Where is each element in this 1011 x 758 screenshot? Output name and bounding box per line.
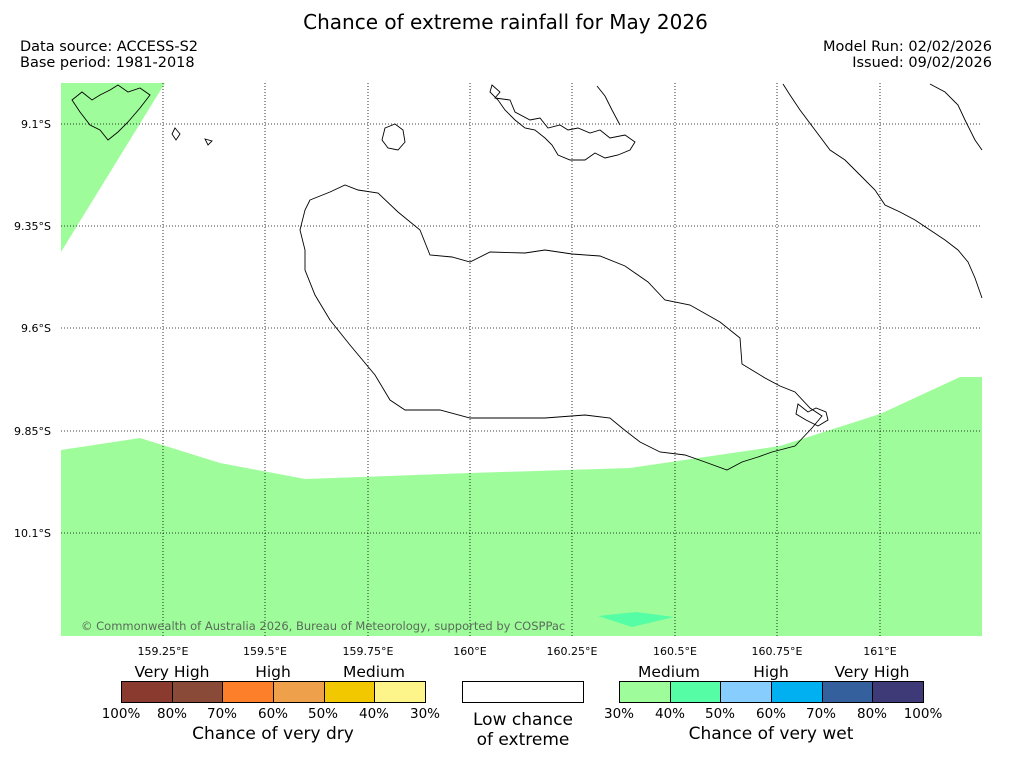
wet-tick: 60% bbox=[755, 706, 787, 722]
lat-label: 10.1°S bbox=[14, 527, 51, 540]
russell-islands-outline bbox=[71, 84, 151, 141]
wet-tick: 80% bbox=[856, 706, 888, 722]
wet-tick: 70% bbox=[805, 706, 837, 722]
copyright-text: © Commonwealth of Australia 2026, Bureau… bbox=[81, 619, 565, 633]
header-right: Model Run: 02/02/2026 Issued: 09/02/2026 bbox=[823, 39, 992, 71]
dry-swatch bbox=[223, 682, 275, 702]
lat-label: 9.6°S bbox=[21, 322, 51, 335]
map-panel: 9.1°S 9.35°S 9.6°S 9.85°S 10.1°S 159.25°… bbox=[14, 83, 983, 658]
dry-tick: 30% bbox=[409, 706, 441, 722]
savo-island-outline bbox=[381, 123, 406, 151]
wet-tick: 40% bbox=[654, 706, 686, 722]
dry-legend-label: Chance of very dry bbox=[192, 724, 354, 744]
header-left: Data source: ACCESS-S2 Base period: 1981… bbox=[20, 39, 198, 71]
base-period-text: Base period: 1981-2018 bbox=[20, 55, 195, 71]
dry-tick: 80% bbox=[156, 706, 188, 722]
wet-swatch bbox=[670, 682, 722, 702]
wet-tick: 100% bbox=[903, 706, 943, 722]
wet-tick: 50% bbox=[704, 706, 736, 722]
wet-tick: 30% bbox=[603, 706, 635, 722]
dry-swatch bbox=[274, 682, 325, 702]
map-title: Chance of extreme rainfall for May 2026 bbox=[303, 10, 708, 34]
longitude-labels: 159.25°E 159.5°E 159.75°E 160°E 160.25°E… bbox=[138, 645, 897, 658]
dry-swatch bbox=[324, 682, 376, 702]
data-source-text: Data source: ACCESS-S2 bbox=[20, 39, 199, 55]
dry-tick: 100% bbox=[101, 706, 141, 722]
wet-category-medium: Medium bbox=[638, 663, 700, 681]
nggela-islands-outline bbox=[489, 84, 636, 161]
lon-label: 160°E bbox=[453, 645, 486, 658]
lon-label: 160.75°E bbox=[752, 645, 803, 658]
lat-label: 9.85°S bbox=[14, 425, 51, 438]
lon-label: 159.75°E bbox=[343, 645, 394, 658]
wet-probability-fill bbox=[61, 83, 982, 636]
model-run-text: Model Run: 02/02/2026 bbox=[822, 39, 992, 55]
coastline bbox=[71, 83, 983, 471]
dry-swatch bbox=[172, 682, 224, 702]
wet-category-high: High bbox=[753, 663, 789, 681]
wet-swatch bbox=[873, 682, 924, 702]
latitude-labels: 9.1°S 9.35°S 9.6°S 9.85°S 10.1°S bbox=[14, 118, 51, 540]
low-chance-line1: Low chance bbox=[473, 710, 573, 730]
malaita-island-outline bbox=[782, 83, 983, 299]
dry-category-medium: Medium bbox=[343, 663, 405, 681]
wet-swatch bbox=[772, 682, 823, 702]
lon-label: 159.25°E bbox=[138, 645, 189, 658]
wet-category-very-high: Very High bbox=[834, 663, 910, 681]
low-chance-line2: of extreme bbox=[476, 730, 570, 750]
dry-category-high: High bbox=[255, 663, 291, 681]
dry-tick: 40% bbox=[358, 706, 390, 722]
wet-medium-high-patch bbox=[598, 612, 674, 627]
wet-swatch bbox=[822, 682, 874, 702]
wet-swatch bbox=[620, 682, 671, 702]
dry-tick: 60% bbox=[257, 706, 289, 722]
low-chance-swatch bbox=[462, 681, 584, 703]
lat-label: 9.35°S bbox=[14, 220, 51, 233]
wet-legend-label: Chance of very wet bbox=[688, 724, 854, 744]
guadalcanal-island-outline bbox=[299, 184, 823, 471]
lat-label: 9.1°S bbox=[21, 118, 51, 131]
low-chance-label: Low chance of extreme bbox=[458, 710, 588, 750]
wet-swatch bbox=[721, 682, 773, 702]
lon-label: 161°E bbox=[863, 645, 896, 658]
dry-category-very-high: Very High bbox=[134, 663, 210, 681]
lon-label: 159.5°E bbox=[243, 645, 287, 658]
lon-label: 160.5°E bbox=[653, 645, 697, 658]
dry-tick: 70% bbox=[206, 706, 238, 722]
wet-colorbar bbox=[619, 681, 924, 703]
dry-swatch bbox=[122, 682, 173, 702]
dry-tick: 50% bbox=[307, 706, 339, 722]
lon-label: 160.25°E bbox=[547, 645, 598, 658]
graticule bbox=[61, 83, 982, 636]
dry-colorbar bbox=[121, 681, 426, 703]
issued-text: Issued: 09/02/2026 bbox=[852, 55, 992, 71]
dry-swatch bbox=[375, 682, 426, 702]
